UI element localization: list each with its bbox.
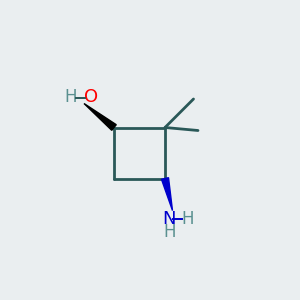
Text: H: H: [181, 210, 194, 228]
Polygon shape: [84, 103, 116, 130]
Text: N: N: [163, 210, 176, 228]
Text: O: O: [84, 88, 99, 106]
Text: H: H: [64, 88, 77, 106]
Text: H: H: [163, 223, 176, 241]
Polygon shape: [161, 178, 172, 211]
